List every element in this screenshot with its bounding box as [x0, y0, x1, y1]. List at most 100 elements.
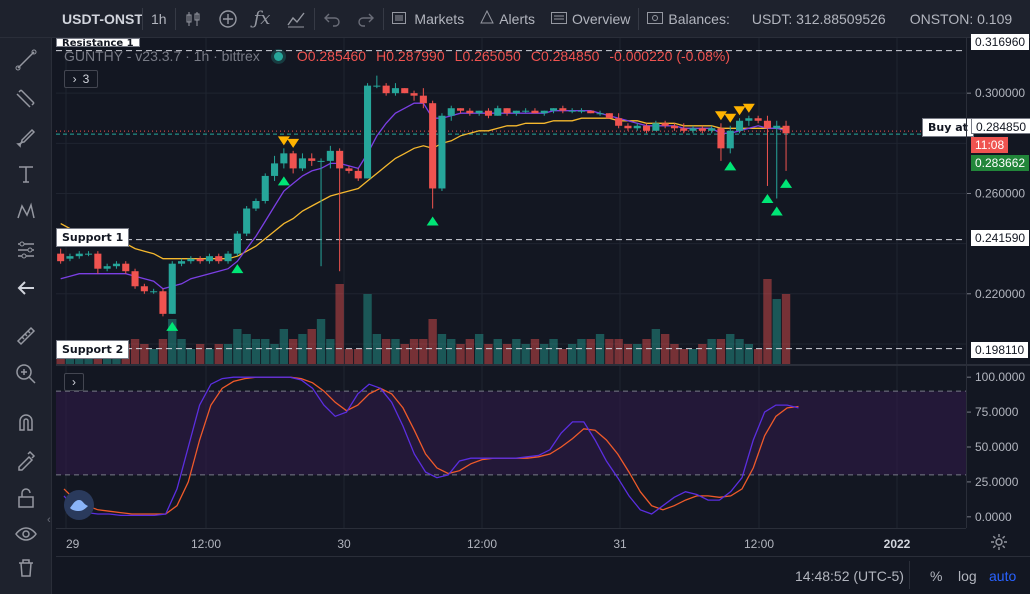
brush-icon[interactable]: [10, 122, 42, 150]
price-axis-ticks: 0.300000 0.260000 0.220000 100.0000 75.0000 5…: [967, 86, 1025, 524]
settings-gear-icon[interactable]: [990, 533, 1008, 556]
candle-body: [503, 108, 511, 114]
price-tick-label: 0.220000: [975, 287, 1025, 301]
time-axis[interactable]: 29 12:00 30 12:00 31 12:00 2022: [56, 528, 966, 556]
volume-bar: [493, 339, 502, 364]
candle-body: [447, 108, 455, 116]
candle-body: [531, 110, 539, 114]
candle-body: [577, 110, 585, 112]
unlock-icon[interactable]: [10, 484, 42, 512]
alerts-button[interactable]: Alerts: [472, 0, 543, 37]
fast-moving-average: [60, 102, 787, 290]
stochastic-rsi-chart[interactable]: [56, 366, 966, 528]
candle-body: [466, 110, 474, 114]
fib-tool-icon[interactable]: [10, 84, 42, 112]
candlestick-chart[interactable]: [56, 38, 966, 364]
candle-body: [178, 261, 186, 264]
candle-body: [643, 125, 651, 131]
volume-bar: [223, 344, 233, 364]
candle-body: [252, 201, 260, 209]
candle-body: [745, 118, 753, 121]
symbol-selector[interactable]: USDT-ONSTON: [62, 10, 142, 27]
trash-icon[interactable]: [10, 554, 42, 582]
trend-line-icon[interactable]: [10, 46, 42, 74]
candle-body: [568, 110, 576, 112]
collapse-arrow-icon[interactable]: ‹: [47, 514, 51, 526]
volume-bar: [177, 339, 186, 364]
candle-body: [736, 120, 744, 131]
candle-body: [438, 115, 446, 189]
oscillator-pane[interactable]: [56, 366, 966, 528]
legend-high: H0.287990: [376, 48, 445, 64]
volume-bar: [335, 284, 344, 364]
candle-style-icon[interactable]: [176, 0, 210, 37]
log-scale-toggle[interactable]: log: [958, 568, 977, 584]
candle-body: [112, 263, 120, 267]
balance-onston: ONSTON: 0.109: [909, 10, 1013, 27]
prediction-tool-icon[interactable]: [10, 236, 42, 264]
back-arrow-icon[interactable]: [10, 274, 42, 302]
time-label: 29: [66, 537, 80, 551]
magnet-icon[interactable]: [10, 408, 42, 436]
volume-bar: [149, 349, 158, 364]
candle-body: [280, 153, 288, 164]
price-tick-label: 0.300000: [975, 86, 1025, 100]
volume-bar: [465, 339, 475, 364]
candle-body: [522, 110, 530, 112]
bottom-bar: 14:48:52 (UTC-5) % log auto: [56, 556, 1030, 594]
volume-bar: [279, 329, 289, 364]
candle-body: [624, 125, 632, 129]
buy-signal-marker: [724, 161, 737, 171]
volume-bar: [251, 339, 261, 364]
indicators-icon[interactable]: ƒx: [253, 8, 271, 29]
candle-body: [763, 120, 771, 129]
pane-divider[interactable]: [56, 364, 1030, 366]
price-pane[interactable]: [56, 38, 966, 364]
candle-body: [298, 158, 306, 169]
interval-selector[interactable]: 1h: [151, 10, 167, 27]
compare-add-icon[interactable]: [210, 0, 246, 37]
ruler-icon[interactable]: [10, 322, 42, 350]
indicators-toggle[interactable]: › 3: [64, 70, 98, 88]
candle-body: [615, 118, 623, 126]
candle-body: [122, 263, 130, 272]
markets-button[interactable]: Markets: [384, 0, 472, 37]
volume-bar: [112, 354, 121, 364]
sell-signal-marker: [724, 113, 737, 123]
volume-bar: [484, 344, 493, 364]
countdown-tag: 11:08: [971, 137, 1009, 153]
zoom-in-icon[interactable]: [10, 360, 42, 388]
clock[interactable]: 14:48:52 (UTC-5): [795, 568, 904, 584]
volume-bar: [195, 344, 205, 364]
lock-drawing-icon[interactable]: [10, 446, 42, 474]
balances-button[interactable]: Balances:: [639, 0, 737, 37]
volume-bar: [400, 344, 409, 364]
osc-tick-label: 0.0000: [975, 510, 1012, 524]
candle-body: [168, 263, 176, 314]
osc-legend-toggle[interactable]: ›: [64, 373, 84, 391]
legend-title: GUNTHY - v23.3.7 · 1h · bittrex: [64, 48, 260, 64]
sell-signal-marker: [733, 106, 746, 116]
pattern-tool-icon[interactable]: [10, 198, 42, 226]
volume-bar: [540, 344, 549, 364]
text-tool-icon[interactable]: [10, 160, 42, 188]
eye-icon[interactable]: [10, 520, 42, 548]
overview-icon: [551, 11, 567, 27]
volume-bar: [326, 339, 335, 364]
templates-icon[interactable]: [278, 0, 314, 37]
volume-bar: [428, 319, 437, 364]
volume-bar: [716, 339, 726, 364]
alarm-clock-icon: [480, 9, 495, 27]
price-axis[interactable]: 0.300000 0.260000 0.220000 100.0000 75.0000 5…: [966, 34, 1030, 528]
auto-scale-toggle[interactable]: auto: [989, 568, 1017, 584]
chevron-right-icon: ›: [72, 375, 76, 389]
volume-bar: [130, 339, 140, 364]
volume-bar: [168, 319, 177, 364]
undo-icon[interactable]: [315, 0, 349, 37]
overview-button[interactable]: Overview: [543, 0, 638, 37]
buy-signal-marker: [770, 206, 783, 216]
time-label: 12:00: [191, 537, 221, 551]
redo-icon[interactable]: [349, 0, 383, 37]
percent-scale-toggle[interactable]: %: [930, 568, 943, 584]
candle-body: [680, 128, 688, 131]
